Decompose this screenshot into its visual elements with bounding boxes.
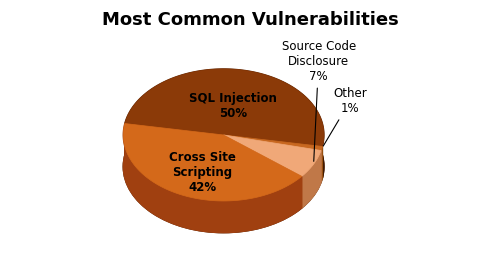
Polygon shape — [124, 123, 302, 201]
Polygon shape — [125, 69, 324, 178]
Text: Other
1%: Other 1% — [323, 87, 367, 146]
Polygon shape — [224, 135, 302, 208]
Text: Cross Site
Scripting
42%: Cross Site Scripting 42% — [168, 151, 235, 194]
Polygon shape — [302, 150, 321, 208]
Text: Most Common Vulnerabilities: Most Common Vulnerabilities — [102, 11, 399, 29]
Ellipse shape — [124, 101, 324, 233]
Text: SQL Injection
50%: SQL Injection 50% — [189, 92, 277, 120]
Polygon shape — [124, 147, 324, 186]
Polygon shape — [224, 135, 321, 182]
Text: Source Code
Disclosure
7%: Source Code Disclosure 7% — [282, 40, 356, 161]
Polygon shape — [125, 69, 324, 146]
Polygon shape — [224, 135, 322, 150]
Polygon shape — [224, 135, 322, 178]
Polygon shape — [224, 135, 321, 182]
Polygon shape — [224, 135, 321, 176]
Polygon shape — [224, 135, 302, 208]
Polygon shape — [124, 123, 302, 233]
Polygon shape — [125, 123, 224, 167]
Polygon shape — [125, 123, 224, 167]
Polygon shape — [224, 135, 322, 178]
Polygon shape — [321, 146, 322, 182]
